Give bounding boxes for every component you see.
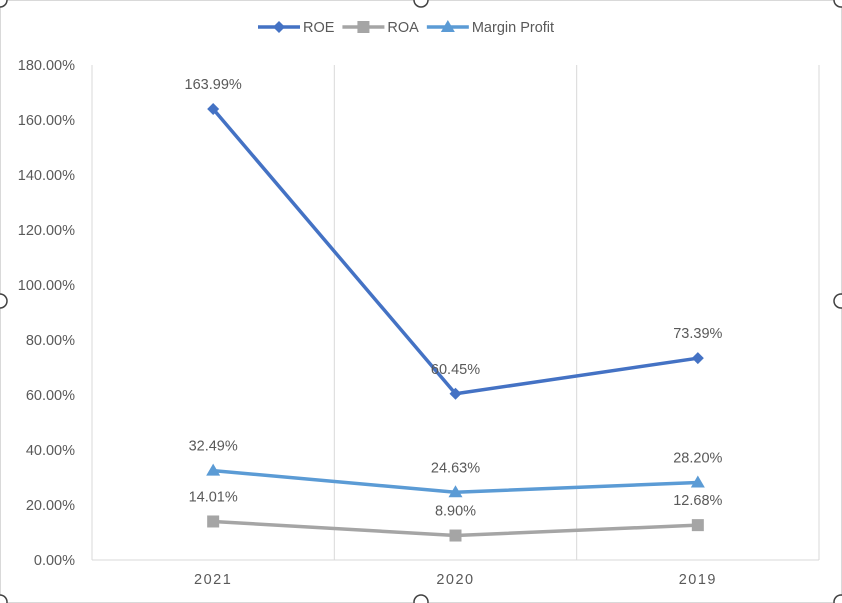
x-tick-label: 2021: [194, 572, 232, 588]
legend: ROE ROA Margin Profit: [258, 20, 554, 36]
legend-label: ROA: [387, 20, 419, 36]
data-label: 73.39%: [673, 326, 722, 342]
y-tick-label: 0.00%: [34, 553, 75, 569]
data-point: [448, 485, 463, 498]
grid-lines: [91, 65, 820, 561]
data-label: 163.99%: [185, 77, 242, 93]
data-label: 28.20%: [673, 450, 722, 466]
legend-label: Margin Profit: [472, 20, 554, 36]
x-tick-label: 2020: [436, 572, 474, 588]
data-point: [207, 103, 220, 116]
data-label: 24.63%: [431, 460, 480, 476]
data-labels: 163.99% 60.45% 73.39% 14.01% 8.90% 12.68% 32.4…: [185, 77, 723, 519]
data-point: [449, 529, 462, 542]
data-label: 8.90%: [435, 504, 476, 520]
data-label: 60.45%: [431, 362, 480, 378]
legend-marker: [357, 21, 370, 33]
resize-handle[interactable]: [0, 0, 8, 8]
resize-handle[interactable]: [833, 594, 842, 603]
y-tick-label: 40.00%: [26, 443, 75, 459]
resize-handle[interactable]: [413, 594, 429, 603]
x-axis: 2021 2020 2019: [194, 572, 717, 588]
y-tick-label: 120.00%: [18, 223, 75, 239]
data-point: [691, 352, 704, 365]
resize-handle[interactable]: [833, 293, 842, 309]
y-axis: 0.00% 20.00% 40.00% 60.00% 80.00% 100.00% 120.…: [18, 58, 75, 569]
y-tick-label: 160.00%: [18, 113, 75, 129]
data-point: [207, 515, 220, 528]
data-point: [691, 519, 704, 532]
y-tick-label: 20.00%: [26, 498, 75, 514]
data-label: 14.01%: [189, 489, 238, 505]
data-point: [206, 463, 221, 476]
legend-marker: [440, 20, 455, 32]
series-layer: [206, 103, 705, 542]
resize-handle[interactable]: [833, 0, 842, 8]
legend-marker: [273, 21, 285, 33]
y-tick-label: 80.00%: [26, 333, 75, 349]
data-point: [690, 475, 705, 488]
x-tick-label: 2019: [679, 572, 717, 588]
data-label: 12.68%: [673, 493, 722, 509]
y-tick-label: 60.00%: [26, 388, 75, 404]
y-tick-label: 140.00%: [18, 168, 75, 184]
data-point: [449, 387, 462, 400]
resize-handle[interactable]: [0, 594, 8, 603]
resize-handle[interactable]: [413, 0, 429, 8]
resize-handle[interactable]: [0, 293, 8, 309]
legend-label: ROE: [303, 20, 335, 36]
data-label: 32.49%: [189, 439, 238, 455]
y-tick-label: 100.00%: [18, 278, 75, 294]
y-tick-label: 180.00%: [18, 58, 75, 74]
